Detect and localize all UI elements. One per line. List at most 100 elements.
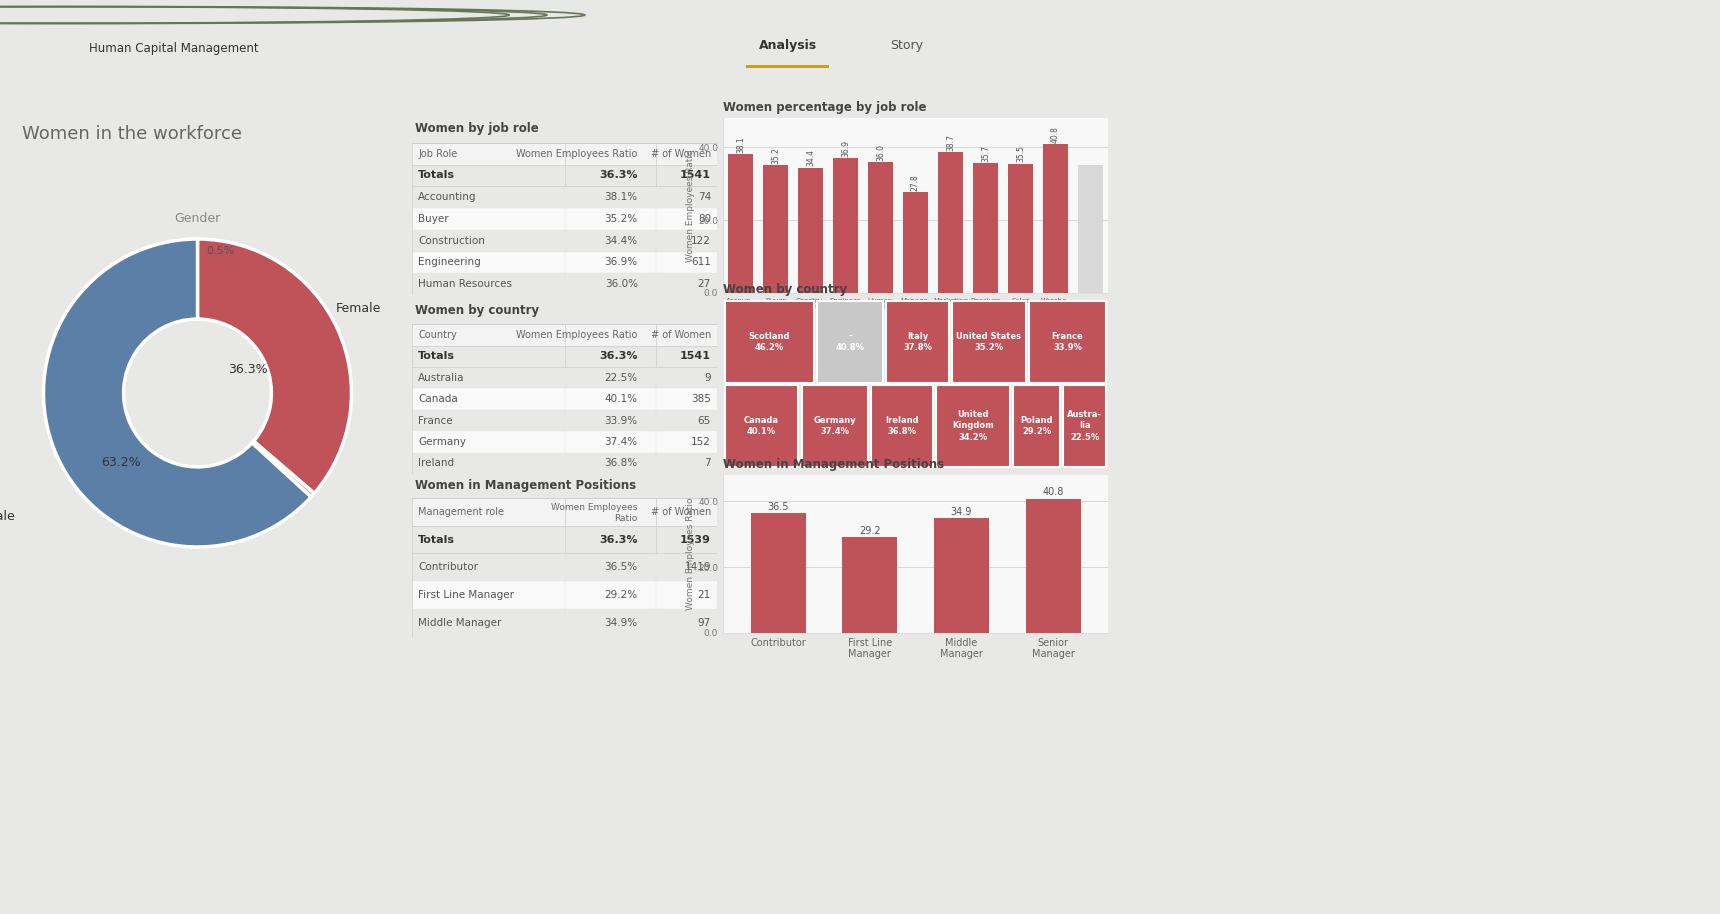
Text: Gender: Gender — [174, 212, 220, 225]
Text: Totals: Totals — [418, 351, 456, 361]
Bar — [936, 385, 1010, 467]
Text: 611: 611 — [691, 258, 710, 268]
Bar — [798, 167, 822, 293]
Text: 35.5: 35.5 — [1017, 145, 1025, 163]
Bar — [413, 143, 717, 165]
Text: Women Employees Ratio: Women Employees Ratio — [516, 149, 638, 159]
Bar — [724, 385, 798, 467]
Text: Contributor: Contributor — [418, 562, 478, 572]
Text: United States
35.2%: United States 35.2% — [956, 332, 1022, 352]
Bar — [802, 385, 869, 467]
Wedge shape — [198, 239, 351, 494]
Text: Canada: Canada — [418, 394, 458, 404]
Text: 35.7: 35.7 — [980, 144, 991, 162]
Text: 34.9%: 34.9% — [604, 618, 638, 628]
Text: Totals: Totals — [418, 170, 456, 180]
Text: First Line Manager: First Line Manager — [418, 590, 514, 600]
Text: # of Women: # of Women — [650, 330, 710, 340]
Text: Female: Female — [335, 302, 382, 314]
Bar — [413, 388, 717, 409]
Text: 36.9: 36.9 — [841, 141, 850, 157]
Text: 36.0: 36.0 — [875, 143, 886, 161]
Text: Women in Management Positions: Women in Management Positions — [415, 479, 636, 492]
Text: Austra-
lia
22.5%: Austra- lia 22.5% — [1068, 410, 1103, 442]
Text: United
Kingdom
34.2%: United Kingdom 34.2% — [953, 410, 994, 442]
Text: Human Resources: Human Resources — [418, 279, 513, 289]
Text: France
33.9%: France 33.9% — [1051, 332, 1084, 352]
Bar — [413, 581, 717, 609]
Text: Buyer: Buyer — [418, 214, 449, 224]
Y-axis label: Women Employees Ratio: Women Employees Ratio — [686, 498, 695, 611]
Text: 36.5%: 36.5% — [604, 562, 638, 572]
Text: Country: Country — [418, 330, 458, 340]
Bar — [974, 163, 998, 293]
Text: Middle Manager: Middle Manager — [418, 618, 502, 628]
Text: Accounting: Accounting — [418, 192, 476, 202]
Text: Ireland
36.8%: Ireland 36.8% — [886, 416, 918, 436]
Bar — [843, 537, 898, 633]
Text: 9: 9 — [703, 373, 710, 383]
Text: Women in the workforce: Women in the workforce — [22, 124, 241, 143]
Text: Totals: Totals — [418, 535, 456, 545]
Bar — [870, 385, 934, 467]
Bar — [728, 154, 753, 293]
Text: Construction: Construction — [418, 236, 485, 246]
Bar — [1078, 165, 1103, 293]
Bar — [1025, 499, 1080, 633]
Text: Australia: Australia — [418, 373, 464, 383]
Text: Women by country: Women by country — [415, 303, 538, 317]
Bar — [817, 301, 882, 383]
Bar — [413, 431, 717, 452]
Bar — [413, 208, 717, 229]
Text: Women by country: Women by country — [722, 283, 848, 296]
Text: Engineering: Engineering — [418, 258, 482, 268]
Text: 152: 152 — [691, 437, 710, 447]
Text: # of Women: # of Women — [650, 149, 710, 159]
Text: 27: 27 — [698, 279, 710, 289]
Text: 7: 7 — [703, 458, 710, 468]
Text: 35.2: 35.2 — [771, 147, 779, 164]
Text: 36.3%: 36.3% — [599, 351, 638, 361]
Bar — [0, 30, 65, 68]
Bar — [951, 301, 1025, 383]
Text: Women Employees Ratio: Women Employees Ratio — [516, 330, 638, 340]
Text: 65: 65 — [698, 416, 710, 426]
Text: 38.1: 38.1 — [736, 136, 745, 153]
Y-axis label: Women Employees Ratio: Women Employees Ratio — [686, 149, 695, 261]
Text: 36.5: 36.5 — [767, 502, 789, 512]
Text: 22.5%: 22.5% — [604, 373, 638, 383]
Bar — [750, 513, 805, 633]
Text: 35.2%: 35.2% — [604, 214, 638, 224]
Text: 21: 21 — [698, 590, 710, 600]
Text: 36.3%: 36.3% — [599, 170, 638, 180]
Text: Germany: Germany — [418, 437, 466, 447]
Bar — [1063, 385, 1106, 467]
Text: Ratio: Ratio — [614, 515, 638, 523]
Bar — [903, 192, 927, 293]
Text: Job Role: Job Role — [418, 149, 458, 159]
Text: 29.2: 29.2 — [858, 526, 881, 536]
Text: 36.3%: 36.3% — [599, 535, 638, 545]
Text: 40.8: 40.8 — [1042, 487, 1063, 497]
Text: 36.9%: 36.9% — [604, 258, 638, 268]
Bar — [886, 301, 949, 383]
Text: Women by job role: Women by job role — [415, 122, 538, 134]
Wedge shape — [43, 239, 311, 547]
Text: Women Employees: Women Employees — [552, 503, 638, 512]
Text: Poland
29.2%: Poland 29.2% — [1020, 416, 1053, 436]
Text: Human Capital Management: Human Capital Management — [89, 42, 260, 55]
Bar — [869, 162, 893, 293]
Text: 63.2%: 63.2% — [101, 456, 141, 469]
Text: 385: 385 — [691, 394, 710, 404]
Text: # of Women: # of Women — [650, 506, 710, 516]
Text: 97: 97 — [698, 618, 710, 628]
Text: 122: 122 — [691, 236, 710, 246]
Bar — [413, 324, 717, 345]
Text: 36.3%: 36.3% — [227, 364, 267, 377]
Bar — [937, 152, 963, 293]
Text: 38.7: 38.7 — [946, 134, 955, 151]
Text: 80: 80 — [698, 214, 710, 224]
Text: Analysis: Analysis — [759, 38, 817, 52]
Bar — [413, 498, 717, 526]
Bar — [1013, 385, 1060, 467]
